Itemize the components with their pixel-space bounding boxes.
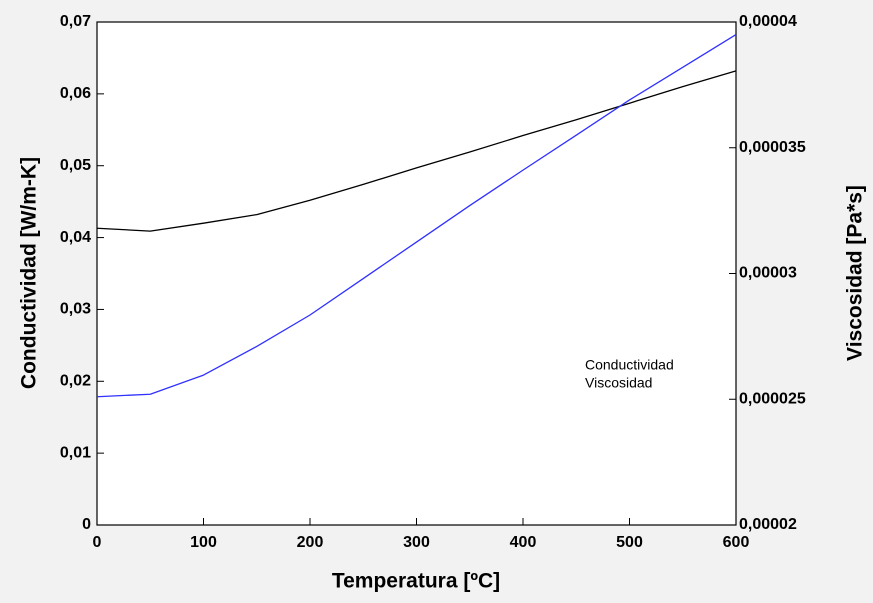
y2-tick-label: 0,00002: [739, 516, 797, 533]
y-axis-title: Conductividad [W/m-K]: [18, 157, 41, 389]
plot-area: [96, 21, 737, 526]
x-tick-label: 100: [190, 534, 217, 551]
x-tick-label: 200: [297, 534, 324, 551]
x-axis-title: Temperatura [ºC]: [332, 570, 500, 593]
legend-entry: Viscosidad: [585, 375, 652, 391]
y2-tick-label: 0,00003: [739, 265, 797, 282]
y-tick-label: 0,03: [60, 301, 91, 318]
y-tick-label: 0,01: [60, 444, 91, 461]
y-tick-label: 0: [82, 516, 91, 533]
x-tick-label: 600: [723, 534, 750, 551]
y-tick-label: 0,06: [60, 85, 91, 102]
x-tick-label: 300: [403, 534, 430, 551]
legend-entry: Conductividad: [585, 357, 674, 373]
line-series: [96, 34, 737, 398]
y-tick-label: 0,02: [60, 373, 91, 390]
y-tick-label: 0,07: [60, 13, 91, 30]
y-tick-label: 0,05: [60, 157, 91, 174]
y2-tick-label: 0,000035: [739, 139, 806, 156]
y2-tick-label: 0,000025: [739, 390, 806, 407]
x-tick-label: 400: [510, 534, 537, 551]
y2-tick-label: 0,00004: [739, 13, 797, 30]
line-series: [96, 70, 737, 232]
y-tick-label: 0,04: [60, 229, 91, 246]
x-tick-label: 0: [93, 534, 102, 551]
x-tick-label: 500: [616, 534, 643, 551]
y2-axis-title: Viscosidad [Pa*s]: [844, 185, 867, 361]
